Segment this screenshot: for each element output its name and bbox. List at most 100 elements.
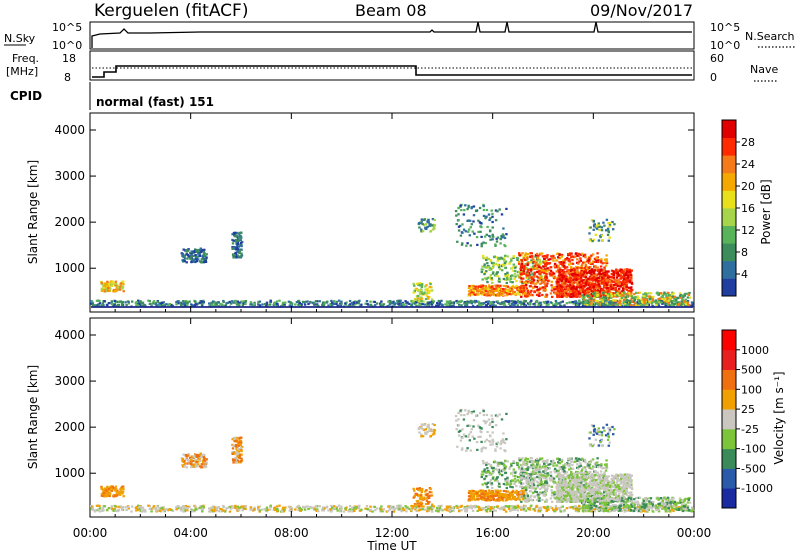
power-cell [135, 304, 138, 307]
velocity-cell [317, 509, 320, 513]
power-cell [648, 300, 651, 303]
power-cell [523, 264, 526, 267]
power-cell [515, 286, 518, 290]
power-cell [534, 261, 538, 264]
nave-tick-top: 60 [710, 52, 724, 65]
power-cell [624, 276, 627, 279]
power-cell [545, 294, 549, 297]
velocity-cell [148, 507, 152, 510]
power-cell [139, 300, 142, 303]
power-cell [568, 294, 571, 297]
power-cell [533, 290, 536, 294]
power-cell [180, 304, 183, 307]
velocity-cell [331, 508, 335, 511]
power-cell [603, 268, 606, 271]
power-cell [457, 225, 461, 228]
power-cell [571, 274, 574, 277]
power-cell [583, 267, 586, 270]
power-cell [546, 301, 549, 304]
power-cell [563, 264, 566, 267]
power-cell [621, 280, 624, 283]
power-cell [148, 302, 152, 305]
power-cell [485, 278, 488, 281]
power-cell [136, 304, 139, 307]
power-cell [396, 299, 399, 302]
velocity-cell [506, 505, 510, 508]
velocity-cell [464, 506, 467, 509]
power-cell [582, 297, 585, 300]
velocity-cell [195, 465, 199, 468]
velocity-cell [192, 459, 195, 462]
power-colorbar-swatch [722, 120, 736, 138]
velocity-cell [373, 505, 376, 509]
velocity-cell [438, 506, 442, 509]
velocity-cell [342, 510, 346, 513]
power-cell [489, 238, 492, 241]
power-cell [615, 280, 618, 283]
power-cell [238, 234, 241, 238]
power-cell [618, 280, 622, 283]
power-cell [468, 301, 471, 304]
power-cell [505, 281, 508, 285]
velocity-cell [278, 504, 281, 507]
power-cell [676, 302, 679, 305]
power-cell [560, 279, 563, 282]
power-cell [477, 285, 481, 288]
power-cell [422, 223, 426, 227]
power-cell [588, 290, 591, 293]
power-cell [440, 303, 443, 306]
power-cell [559, 272, 562, 275]
velocity-cell [115, 494, 119, 497]
power-cell [593, 257, 597, 260]
power-cell [546, 282, 549, 285]
power-cell [469, 288, 473, 291]
velocity-cell [420, 435, 423, 438]
velocity-cell [333, 507, 336, 510]
power-cell [489, 289, 493, 292]
velocity-cell [187, 458, 190, 462]
power-cell [520, 280, 524, 283]
velocity-cell [344, 508, 348, 511]
power-cell [599, 286, 602, 289]
power-cell [519, 280, 522, 283]
velocity-cell [547, 508, 550, 511]
power-cell [586, 287, 590, 290]
velocity-cell [200, 463, 203, 466]
power-cell [462, 213, 466, 216]
velocity-cell [502, 508, 506, 511]
power-cell [114, 280, 117, 283]
power-cell [672, 292, 675, 295]
power-cell [107, 287, 110, 290]
power-cell [492, 235, 495, 238]
power-cell [217, 301, 220, 304]
power-cell [261, 303, 264, 306]
power-cell [533, 302, 537, 305]
power-cell [574, 274, 577, 277]
power-cell [526, 268, 530, 272]
velocity-cell [272, 508, 275, 512]
power-cell [548, 262, 552, 265]
velocity-cell [458, 508, 461, 511]
power-cell [498, 277, 501, 280]
power-colorbar-swatch [722, 137, 736, 156]
power-cell [482, 285, 485, 288]
power-cell [190, 250, 193, 253]
power-cell [541, 293, 544, 297]
power-cell [500, 256, 503, 259]
power-cell [555, 292, 558, 295]
power-cell [427, 304, 431, 307]
velocity-cell [352, 506, 355, 510]
velocity-cell [657, 510, 661, 513]
velocity-cell [143, 509, 147, 512]
velocity-cell [253, 506, 256, 509]
power-cell [303, 303, 307, 306]
power-cell [616, 274, 619, 277]
power-cell [528, 276, 531, 279]
power-cell [265, 301, 269, 304]
power-cell [517, 301, 520, 304]
velocity-cell [353, 509, 356, 512]
power-cell [535, 300, 538, 303]
power-cell [114, 304, 118, 307]
power-cell [427, 296, 430, 299]
power-cell [479, 230, 482, 233]
